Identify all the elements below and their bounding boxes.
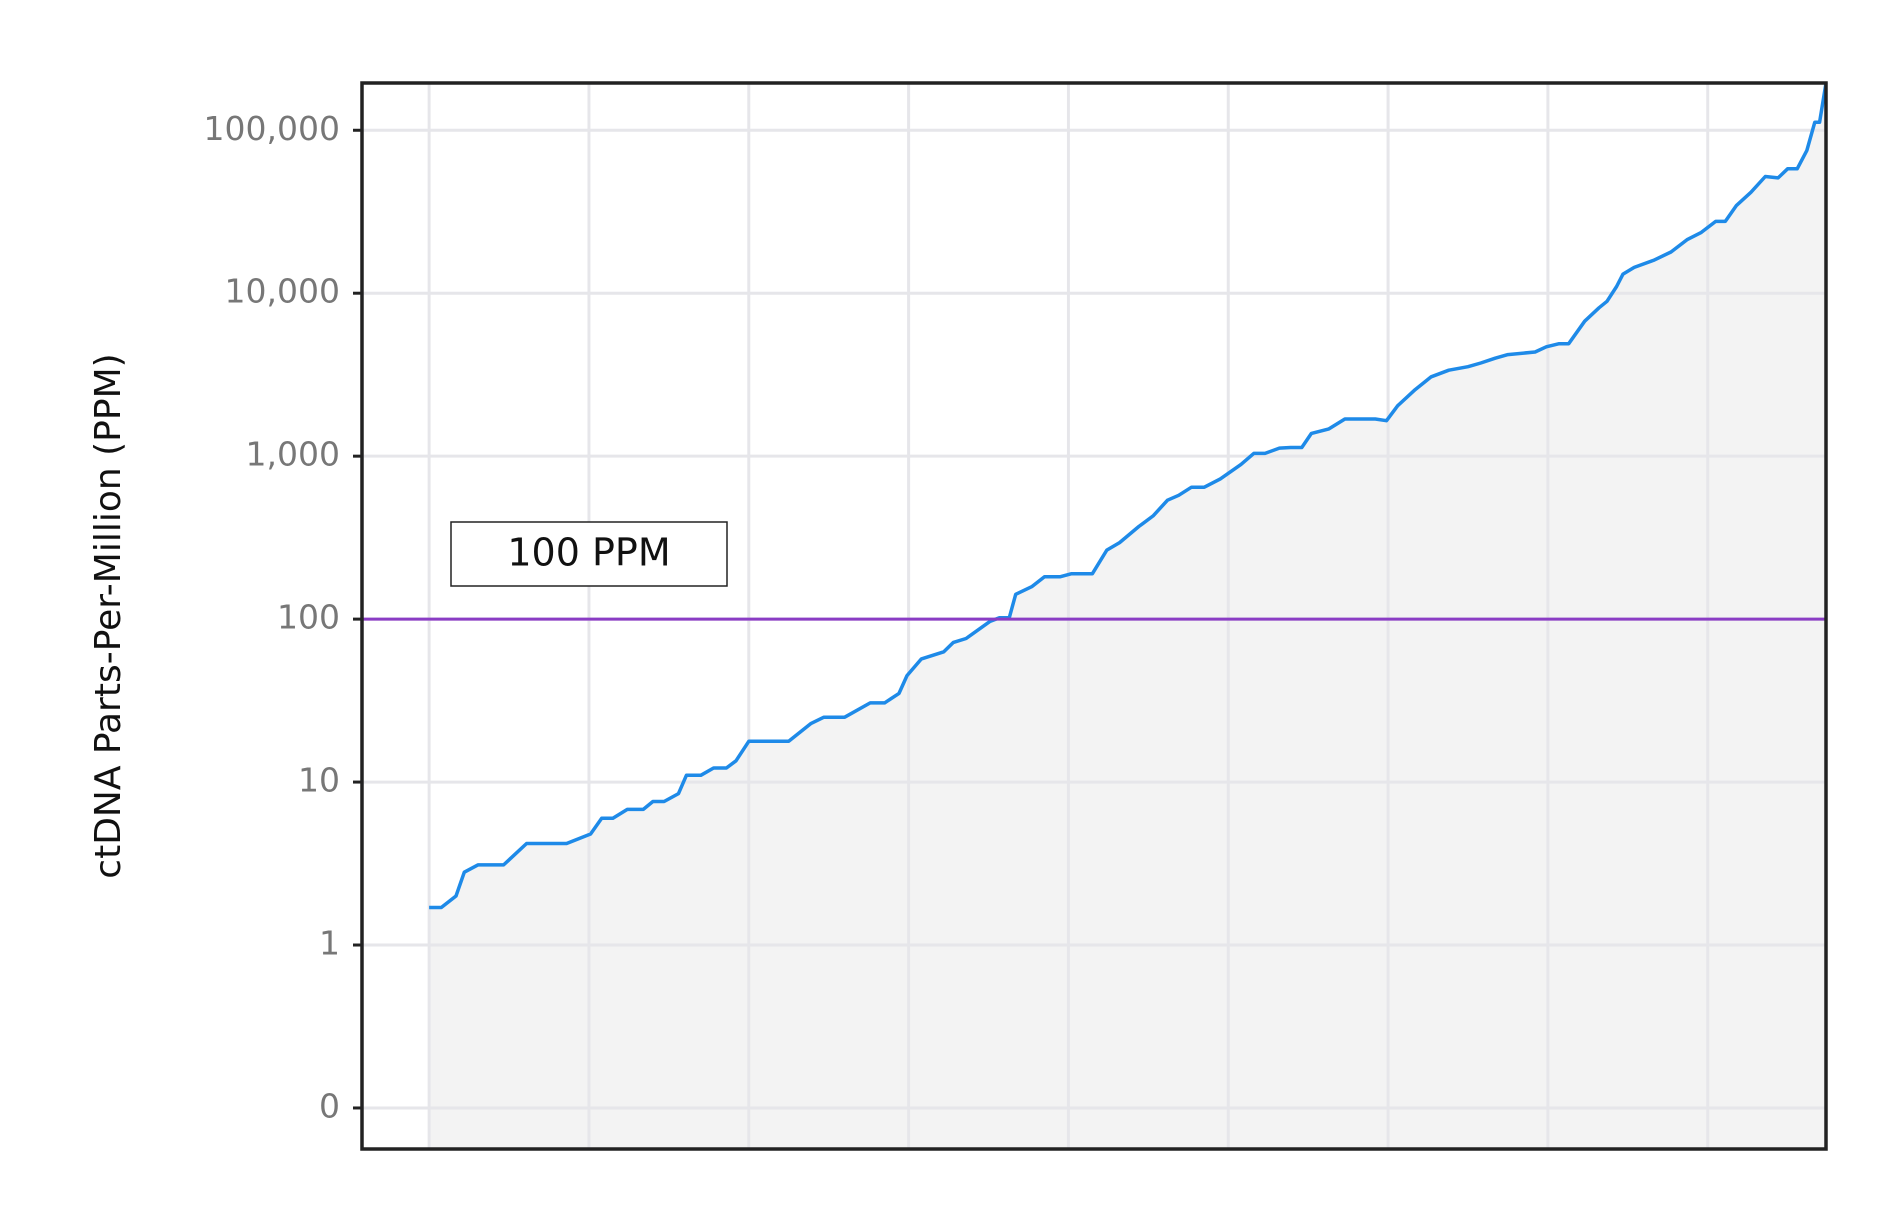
y-tick-label: 0: [319, 1086, 340, 1125]
y-tick-label: 1,000: [246, 435, 340, 474]
area: [429, 83, 1827, 1149]
y-tick-label: 10: [298, 761, 340, 800]
line: [429, 82, 1828, 910]
y-tick-label: 100: [277, 598, 340, 637]
annotation-box: [450, 521, 728, 587]
y-tick-label: 10,000: [225, 272, 340, 311]
y-tick-label: 1: [319, 924, 340, 963]
y-axis-label: ctDNA Parts-Per-Million (PPM): [88, 353, 129, 878]
y-tick-label: 100,000: [204, 109, 340, 148]
annotation: 100 PPM: [507, 531, 670, 575]
plot-frame: [360, 81, 1828, 1151]
